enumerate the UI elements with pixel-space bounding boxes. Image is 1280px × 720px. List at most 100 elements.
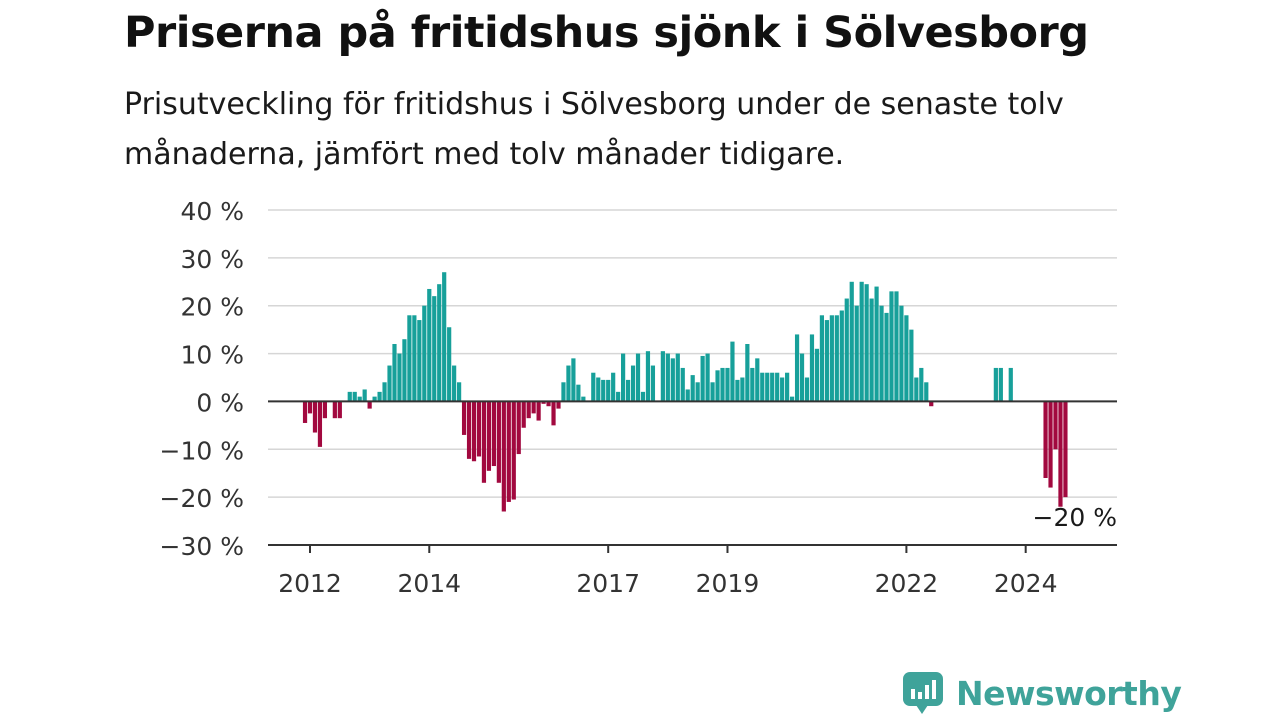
- bar: [745, 344, 750, 402]
- bar: [819, 315, 825, 402]
- latest-value-annotation: −20 %: [1033, 503, 1117, 532]
- bar: [670, 358, 675, 402]
- bar: [630, 365, 636, 402]
- bar: [501, 401, 506, 512]
- bar: [635, 353, 641, 402]
- bar: [750, 367, 755, 402]
- bar: [442, 272, 447, 402]
- bar: [889, 291, 894, 402]
- bar: [511, 401, 516, 500]
- bar: [601, 379, 606, 402]
- bar: [397, 353, 402, 402]
- bar: [461, 401, 467, 435]
- bar: [322, 401, 328, 419]
- bar: [834, 315, 839, 402]
- chart-title: Priserna på fritidshus sjönk i Sölvesbor…: [124, 8, 1089, 58]
- bar: [919, 367, 924, 402]
- bar: [407, 315, 412, 402]
- bar: [705, 353, 710, 402]
- bar: [690, 375, 695, 402]
- bar: [814, 348, 820, 402]
- bar: [740, 377, 745, 402]
- bar: [417, 320, 422, 402]
- bar: [844, 298, 849, 402]
- bar: [596, 377, 601, 402]
- bar: [829, 315, 834, 402]
- bar: [591, 372, 596, 402]
- bar: [302, 401, 308, 423]
- bar: [660, 351, 665, 402]
- bar: [909, 329, 914, 402]
- bar: [824, 320, 829, 402]
- bar: [367, 401, 372, 409]
- bar: [347, 391, 352, 402]
- y-tick-label: 10 %: [180, 341, 244, 370]
- bar: [914, 377, 919, 402]
- bar: [625, 379, 631, 402]
- bar: [372, 396, 377, 402]
- bar: [1063, 401, 1068, 498]
- bar: [561, 382, 566, 402]
- bar: [551, 401, 556, 426]
- bar: [755, 358, 760, 402]
- bar: [516, 401, 521, 455]
- bar: [680, 367, 685, 402]
- bar: [432, 296, 437, 402]
- bar: [526, 401, 531, 419]
- bar: [452, 365, 457, 402]
- y-tick-label: 0 %: [196, 388, 244, 417]
- bar: [1048, 401, 1053, 488]
- bar: [521, 401, 526, 428]
- bar: [730, 341, 735, 402]
- bar: [675, 353, 680, 402]
- bar: [581, 396, 586, 402]
- bar: [770, 372, 775, 402]
- bar: [854, 305, 859, 402]
- bar: [884, 312, 889, 402]
- bar: [422, 305, 427, 402]
- brand-name: Newsworthy: [956, 673, 1182, 713]
- y-tick-label: −10 %: [160, 436, 244, 465]
- bar: [362, 389, 367, 402]
- bar: [864, 284, 869, 402]
- bar: [437, 284, 442, 402]
- bar: [879, 305, 884, 402]
- bar: [531, 401, 536, 414]
- bar: [899, 305, 904, 402]
- x-tick-label: 2017: [576, 569, 640, 598]
- bar: [377, 391, 382, 402]
- x-tick-label: 2022: [875, 569, 939, 598]
- bar: [606, 379, 611, 402]
- bar: [317, 401, 323, 447]
- bar: [481, 401, 487, 483]
- y-tick-label: 40 %: [180, 197, 244, 226]
- bar: [486, 401, 492, 471]
- bar: [611, 372, 616, 402]
- y-tick-label: 20 %: [180, 293, 244, 322]
- bar: [665, 353, 670, 402]
- bar: [780, 377, 785, 402]
- bar: [332, 401, 337, 419]
- chart-subtitle: Prisutveckling för fritidshus i Sölvesbo…: [124, 87, 1064, 172]
- bar: [1058, 401, 1063, 507]
- x-tick-label: 2014: [397, 569, 461, 598]
- bar: [447, 327, 452, 402]
- bar: [616, 391, 621, 402]
- bar: [640, 391, 646, 402]
- bar: [541, 401, 546, 404]
- bar: [392, 344, 397, 402]
- bar: [998, 367, 1003, 402]
- newsworthy-logo-icon: [903, 672, 943, 714]
- bar: [466, 401, 472, 459]
- bar: [566, 365, 571, 402]
- bar: [799, 353, 805, 402]
- bar: [1053, 401, 1058, 450]
- bar: [929, 401, 934, 407]
- bar: [859, 281, 864, 402]
- bar: [506, 401, 511, 502]
- bar: [382, 382, 387, 402]
- bar: [427, 288, 432, 402]
- bar: [904, 315, 909, 402]
- bar: [849, 281, 854, 402]
- bar: [775, 372, 780, 402]
